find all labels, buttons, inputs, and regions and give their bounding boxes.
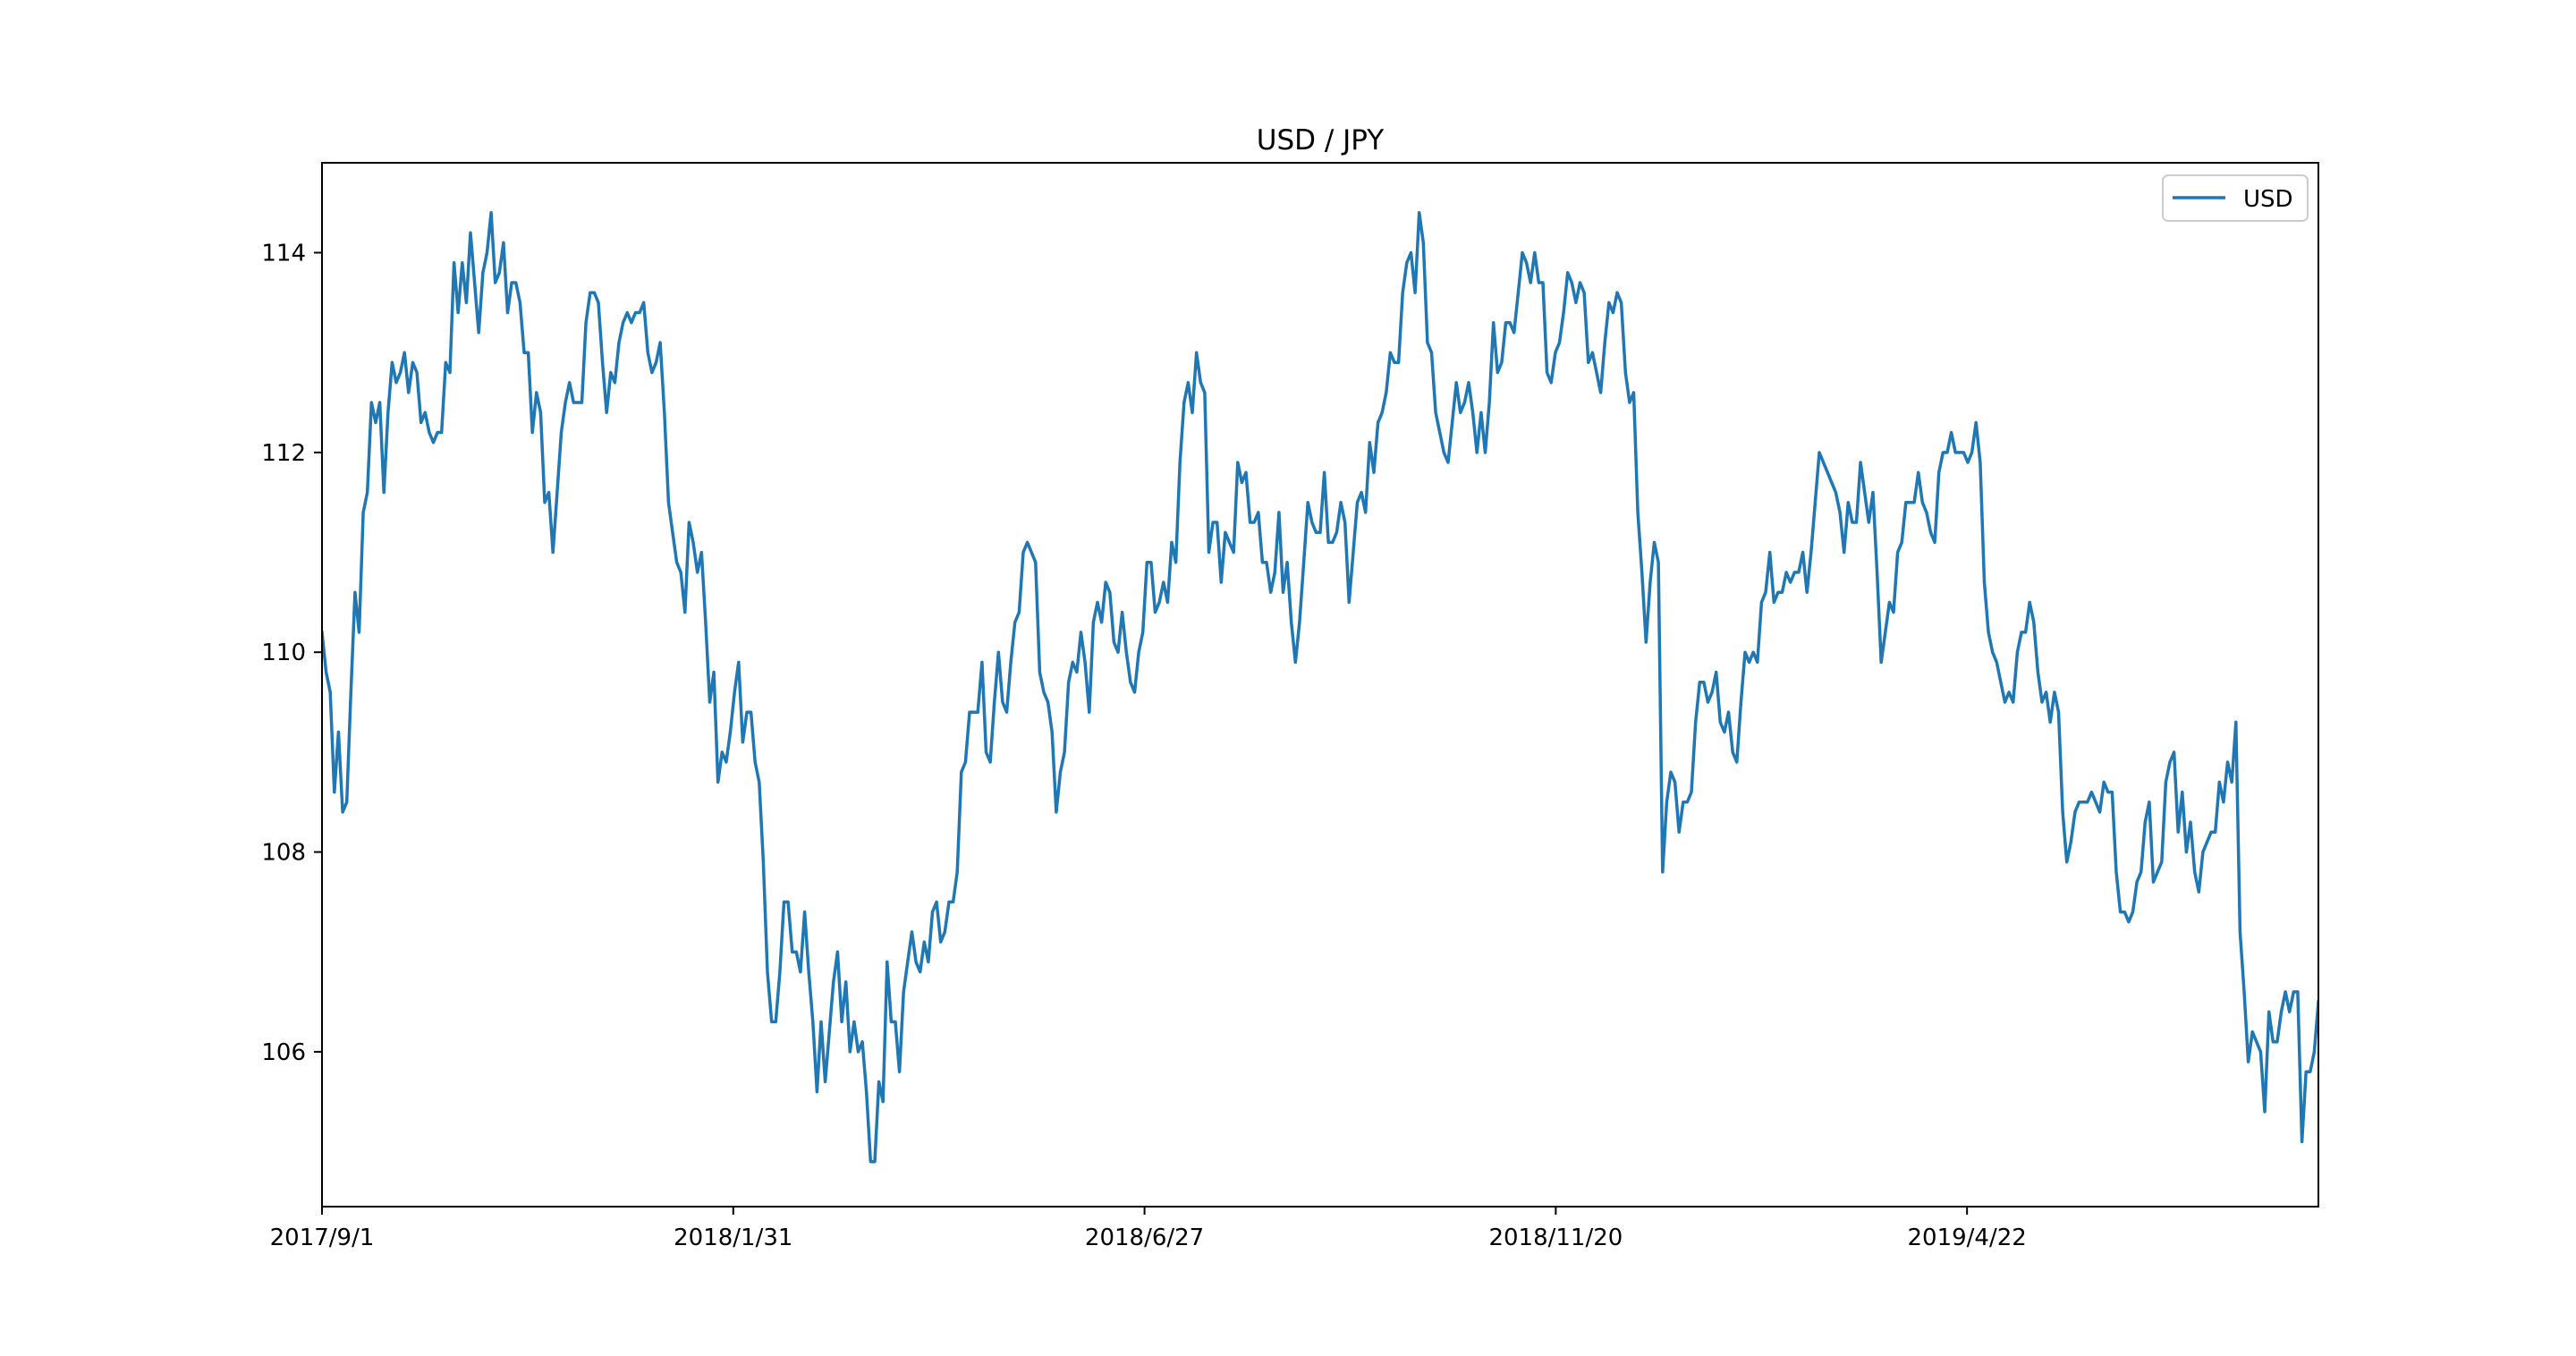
axes-frame bbox=[321, 162, 2319, 1208]
y-tick-label: 114 bbox=[261, 241, 306, 267]
y-axis: 106 108 110 112 114 bbox=[261, 241, 322, 1066]
y-tick-label: 108 bbox=[261, 840, 306, 867]
x-tick-label: 2019/4/22 bbox=[1908, 1225, 2027, 1251]
y-tick-label: 106 bbox=[261, 1039, 306, 1066]
x-tick-label: 2018/6/27 bbox=[1085, 1225, 1204, 1251]
chart-title: USD / JPY bbox=[1257, 124, 1385, 157]
x-tick-label: 2017/9/1 bbox=[270, 1225, 375, 1251]
x-tick-label: 2018/11/20 bbox=[1488, 1225, 1623, 1251]
legend-box bbox=[2162, 174, 2309, 222]
plot-area bbox=[322, 211, 2318, 1164]
y-tick-label: 110 bbox=[261, 640, 306, 666]
x-tick-label: 2018/1/31 bbox=[674, 1225, 792, 1251]
legend-label-usd: USD bbox=[2243, 186, 2293, 213]
y-tick-label: 112 bbox=[261, 440, 306, 467]
usd-series-line bbox=[322, 211, 2318, 1164]
x-axis: 2017/9/1 2018/1/31 2018/6/27 2018/11/20 2019… bbox=[270, 1207, 2027, 1251]
legend: USD bbox=[2162, 174, 2309, 222]
